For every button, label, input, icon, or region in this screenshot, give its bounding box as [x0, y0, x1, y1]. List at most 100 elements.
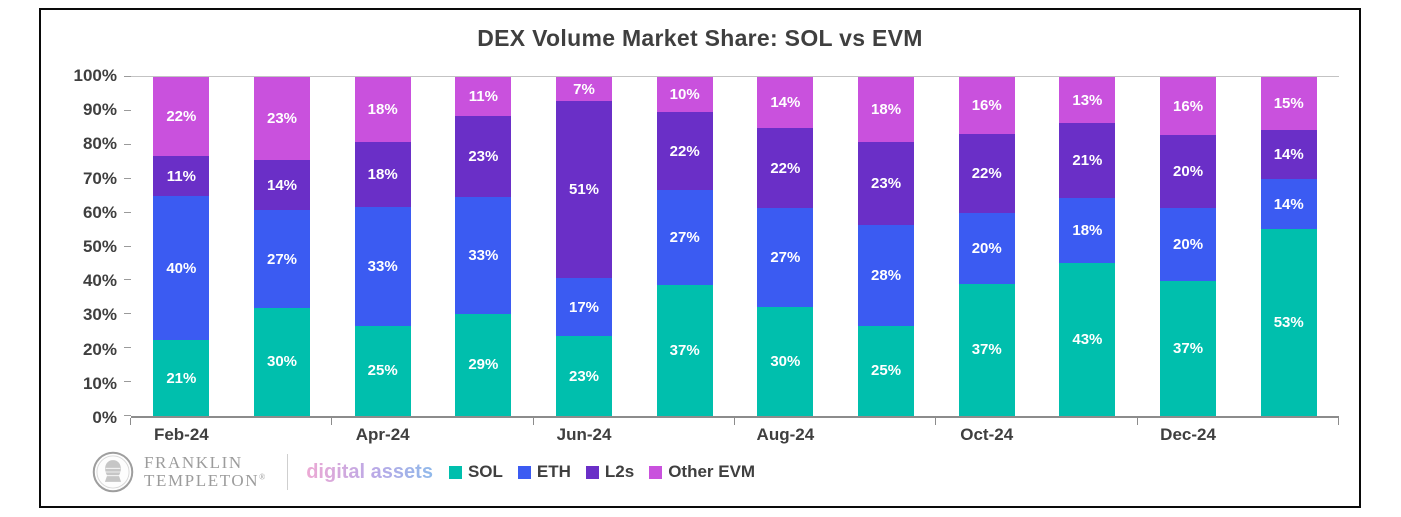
bar-slot: 53% 14% 14% 15%: [1238, 77, 1339, 416]
bar-segment-l2s: 22%: [656, 112, 713, 190]
stacked-bar: 29% 33% 23% 11%: [455, 77, 512, 416]
bar-segment-sol: 25%: [858, 325, 915, 416]
bar-segment-sol: 37%: [1160, 281, 1217, 416]
y-axis-tick-label: 10%: [82, 373, 117, 393]
x-axis: Feb-24 Apr-24 Jun-24 Aug-24 Oct-24 Dec-24: [130, 418, 1339, 448]
bar-segment-l2s: 20%: [1160, 135, 1217, 209]
bar-slot: 23% 17% 51% 7%: [534, 77, 635, 416]
x-axis-label: Jun-24: [556, 425, 612, 444]
bar-segment-eth: 28%: [858, 224, 915, 326]
x-axis-spacer: [47, 418, 131, 448]
y-axis-tickmark: [124, 76, 131, 77]
stacked-bar: 37% 20% 20% 16%: [1160, 77, 1217, 416]
bar-segment-eth: 27%: [656, 190, 713, 286]
y-axis-tickmark: [124, 279, 131, 281]
y-axis-tick-label: 80%: [82, 134, 117, 154]
legend-label: ETH: [536, 462, 571, 481]
bar-segment-other-evm: 22%: [153, 77, 210, 157]
bar-segment-eth: 33%: [354, 206, 411, 326]
x-axis-label: Aug-24: [756, 425, 815, 444]
bar-segment-other-evm: 11%: [455, 77, 512, 116]
legend-item-l2s: L2s: [585, 462, 634, 482]
x-axis-tickmark: [1136, 418, 1138, 425]
y-axis-tickmark: [124, 177, 131, 179]
bar-segment-l2s: 18%: [354, 141, 411, 207]
bar-segment-l2s: 22%: [958, 134, 1015, 213]
bar-segment-l2s: 23%: [455, 115, 512, 198]
bar-segment-sol: 21%: [153, 340, 210, 416]
digital-assets-label: digital assets: [306, 460, 433, 483]
bar-slot: 37% 20% 20% 16%: [1138, 77, 1239, 416]
bar-segment-other-evm: 18%: [858, 77, 915, 142]
x-axis-tickmark: [1338, 418, 1339, 425]
legend-swatch: [585, 465, 599, 479]
x-axis-label: [433, 418, 534, 448]
y-axis-tickmark: [124, 211, 131, 213]
bar-segment-sol: 37%: [656, 285, 713, 416]
legend-swatch: [517, 465, 531, 479]
y-axis-tickmark: [124, 381, 131, 383]
y-axis-tick-label: 20%: [82, 339, 117, 359]
stacked-bar: 53% 14% 14% 15%: [1260, 77, 1317, 416]
bar-segment-sol: 30%: [757, 306, 814, 416]
x-axis-label: Apr-24: [355, 425, 410, 444]
bar-segment-other-evm: 14%: [757, 77, 814, 129]
bar-slot: 37% 20% 22% 16%: [936, 77, 1037, 416]
bar-segment-other-evm: 13%: [1059, 77, 1116, 124]
bar-slot: 30% 27% 22% 14%: [735, 77, 836, 416]
y-axis-tick-label: 100%: [73, 66, 117, 85]
legend-swatch: [649, 465, 663, 479]
legend-item-sol: SOL: [448, 462, 503, 482]
y-axis-tick-label: 0%: [92, 408, 117, 427]
franklin-templeton-wordmark: FRANKLIN TEMPLETON®: [144, 452, 265, 491]
x-axis-tickmark: [130, 418, 131, 425]
bar-slot: 30% 27% 14% 23%: [232, 77, 333, 416]
bar-segment-eth: 17%: [556, 277, 613, 337]
chart-legend: SOL ETH L2s Other EVM: [448, 462, 755, 482]
bar-segment-l2s: 23%: [858, 141, 915, 225]
bar-slot: 37% 27% 22% 10%: [634, 77, 735, 416]
franklin-templeton-logo-icon: [92, 451, 134, 493]
bar-slot: 29% 33% 23% 11%: [433, 77, 534, 416]
legend-label: SOL: [467, 462, 503, 481]
legend-item-eth: ETH: [517, 462, 571, 482]
bar-segment-l2s: 51%: [556, 101, 613, 278]
y-axis-tick-label: 50%: [82, 237, 117, 256]
x-axis-label: Feb-24: [153, 425, 209, 444]
bar-segment-sol: 53%: [1260, 228, 1317, 416]
legend-label: Other EVM: [668, 462, 756, 481]
legend-swatch: [448, 465, 462, 479]
brand-line1: FRANKLIN: [144, 452, 243, 472]
x-axis-label: Dec-24: [1160, 425, 1216, 444]
bar-segment-eth: 33%: [455, 197, 512, 314]
x-axis-tickmark: [331, 418, 333, 425]
chart-title: DEX Volume Market Share: SOL vs EVM: [477, 25, 923, 51]
y-axis-tick-label: 70%: [82, 168, 117, 188]
x-axis-label: [634, 418, 735, 448]
x-axis-label: Oct-24: [960, 425, 1014, 444]
bar-segment-eth: 27%: [757, 208, 814, 307]
bar-segment-other-evm: 16%: [958, 77, 1015, 135]
bar-segment-sol: 43%: [1059, 262, 1116, 416]
bar-slot: 21% 40% 11% 22%: [131, 77, 232, 416]
bar-segment-eth: 20%: [1160, 208, 1217, 282]
stacked-bar: 25% 28% 23% 18%: [858, 77, 915, 416]
bar-segment-other-evm: 18%: [354, 77, 411, 142]
x-axis-tickmark: [532, 418, 534, 425]
bar-segment-sol: 37%: [958, 283, 1015, 416]
chart-footer: FRANKLIN TEMPLETON® digital assets SOL ET…: [91, 448, 755, 496]
y-axis-tickmark: [124, 143, 131, 145]
bar-segment-l2s: 11%: [153, 156, 210, 197]
plot-area: 21% 40% 11% 22% 30% 27% 14% 23% 25% 33% 18% 18% 29% 3…: [124, 76, 1339, 418]
bar-slot: 25% 28% 23% 18%: [836, 77, 937, 416]
brand-line2: TEMPLETON: [144, 471, 260, 490]
bar-segment-eth: 27%: [254, 210, 310, 308]
bar-slot: 43% 18% 21% 13%: [1037, 77, 1138, 416]
legend-item-other-evm: Other EVM: [649, 462, 755, 482]
y-axis-tickmark: [124, 347, 131, 349]
y-axis-tickmark: [124, 415, 131, 416]
x-axis-tickmark: [734, 418, 735, 425]
stacked-bar: 23% 17% 51% 7%: [556, 77, 613, 416]
y-axis-tickmark: [124, 313, 131, 315]
bar-segment-sol: 23%: [556, 336, 613, 416]
